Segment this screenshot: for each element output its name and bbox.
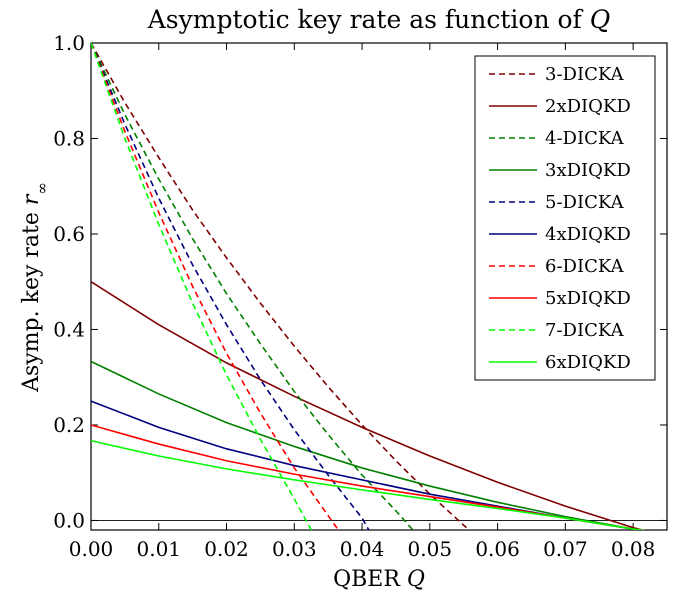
- legend-box: [474, 55, 656, 381]
- x-tick-label: 0.07: [543, 537, 588, 561]
- y-axis-label: Asymp. key rate r∞: [19, 182, 51, 393]
- chart-title: Asymptotic key rate as function of Q: [147, 5, 611, 34]
- x-tick-label: 0.03: [272, 537, 317, 561]
- axis-ticks: 0.00 0.01 0.02 0.03 0.04 0.05 0.06 0.07 0.08 0.0 0…: [53, 31, 667, 561]
- series-line-2xdiqkd: [91, 281, 645, 530]
- series-line-5xdiqkd: [91, 424, 646, 530]
- series-line-6-dicka: [91, 43, 339, 530]
- x-tick-label: 0.06: [475, 537, 520, 561]
- series-line-7-dicka: [91, 43, 312, 530]
- chart-title-text: Asymptotic key rate as function of: [147, 5, 584, 34]
- legend-label-7-dicka: 7-DICKA: [545, 320, 625, 341]
- y-tick-label: 0.6: [53, 222, 85, 246]
- y-tick-label: 0.2: [53, 413, 85, 437]
- x-axis-label: QBER Q: [333, 567, 425, 592]
- series-line-6xdiqkd: [91, 439, 646, 530]
- y-tick-label: 0.0: [53, 508, 85, 532]
- legend-label-2xdiqkd: 2xDIQKD: [545, 96, 631, 117]
- legend-label-3-dicka: 3-DICKA: [545, 64, 625, 85]
- x-tick-label: 0.05: [408, 537, 453, 561]
- legend-label-5xdiqkd: 5xDIQKD: [545, 288, 631, 309]
- legend-label-3xdiqkd: 3xDIQKD: [545, 160, 631, 181]
- y-tick-label: 0.4: [53, 317, 85, 341]
- legend: 3-DICKA 2xDIQKD 4-DICKA 3xDIQKD 5-DICKA 4xDIQ…: [474, 55, 656, 381]
- series-line-4xdiqkd: [91, 400, 646, 530]
- x-tick-label: 0.04: [340, 537, 385, 561]
- series-line-3-dicka: [91, 43, 471, 530]
- series-line-4-dicka: [91, 43, 414, 530]
- x-tick-label: 0.01: [136, 537, 181, 561]
- y-tick-label: 0.8: [53, 126, 85, 150]
- x-tick-label: 0.02: [204, 537, 249, 561]
- legend-label-6-dicka: 6-DICKA: [545, 256, 625, 277]
- legend-label-4-dicka: 4-DICKA: [545, 128, 625, 149]
- y-axis-label-variable: r: [19, 193, 44, 205]
- x-axis-label-text: QBER: [333, 567, 401, 592]
- y-tick-label: 1.0: [53, 31, 85, 55]
- y-axis-label-subscript: ∞: [33, 182, 51, 195]
- series-line-5-dicka: [91, 43, 370, 530]
- plot-frame: [90, 42, 668, 531]
- legend-label-5-dicka: 5-DICKA: [545, 192, 625, 213]
- x-axis-label-variable: Q: [407, 567, 425, 592]
- chart-title-variable: Q: [590, 5, 611, 34]
- y-axis-label-text: Asymp. key rate: [19, 212, 44, 393]
- x-tick-label: 0.08: [611, 537, 656, 561]
- series-lines: [91, 43, 646, 530]
- x-tick-label: 0.00: [69, 537, 114, 561]
- legend-label-6xdiqkd: 6xDIQKD: [545, 352, 631, 373]
- legend-label-4xdiqkd: 4xDIQKD: [545, 224, 631, 245]
